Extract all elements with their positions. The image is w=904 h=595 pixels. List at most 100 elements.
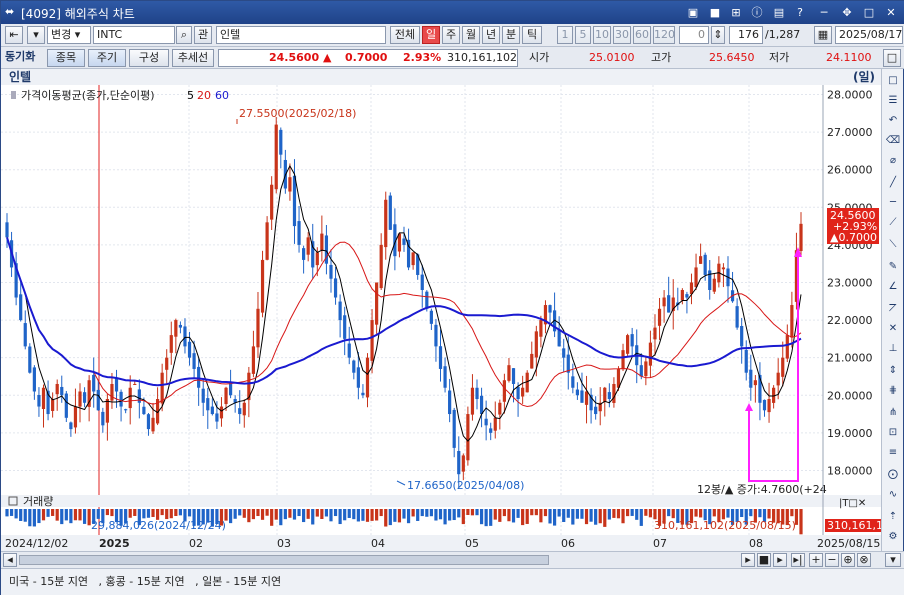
box-icon[interactable]: ⊡: [888, 427, 898, 438]
eraser-icon[interactable]: ⌀: [889, 155, 897, 166]
price-chart[interactable]: 인텔 (일) 가격이동평균(종가,단순이평) 5 20 60 28.0000 27…: [1, 69, 897, 551]
volume-pane-icons[interactable]: |T□✕: [839, 498, 866, 509]
calendar-icon[interactable]: ▦: [814, 26, 832, 44]
chart-scrollbar[interactable]: ◂ ▸ ■ ▸ ▸| + − ⊕ ⊗ ▾: [1, 551, 904, 568]
period-week-tab[interactable]: 주: [442, 26, 460, 44]
volume-bar: [333, 509, 338, 517]
title-bar: ⬌ [4092] 해외주식 차트 ▣ ■ ⊞ ⓘ ▤ ? ─ ✥ □ ✕: [1, 1, 904, 24]
x-tick-label: 2025/08/15: [817, 537, 880, 550]
all-button[interactable]: 전체: [390, 26, 420, 44]
fan-icon[interactable]: ⦢: [889, 303, 897, 314]
move-icon[interactable]: ✥: [842, 6, 852, 19]
undo-icon[interactable]: ↶: [888, 115, 898, 126]
first-icon[interactable]: ⇤: [5, 26, 23, 44]
fib-fan-icon[interactable]: ⨀: [888, 469, 898, 480]
minimize-icon[interactable]: ─: [820, 6, 828, 19]
spin-icon[interactable]: ⇕: [711, 26, 725, 44]
layout-toggle-icon[interactable]: □: [888, 75, 898, 86]
eraser-all-icon[interactable]: ⌫: [885, 135, 901, 146]
grid-icon[interactable]: ⊞: [731, 6, 741, 19]
period-month-tab[interactable]: 월: [462, 26, 480, 44]
tab-trendline[interactable]: 추세선: [172, 49, 214, 67]
candle-body: [566, 354, 570, 373]
end-icon[interactable]: ▸|: [791, 553, 805, 567]
layout-icon[interactable]: □: [883, 49, 901, 67]
trend-icon[interactable]: ⟍: [889, 239, 897, 250]
settings-icon[interactable]: ⚙: [888, 531, 898, 542]
tab-stock[interactable]: 종목: [47, 49, 85, 67]
candle-body: [265, 222, 269, 260]
symbol-input[interactable]: INTC: [93, 26, 175, 44]
search-icon[interactable]: ⌕: [176, 26, 192, 44]
doc-icon[interactable]: ▤: [773, 6, 785, 19]
period-year-tab[interactable]: 년: [482, 26, 500, 44]
x-tick-label: 2025: [99, 537, 130, 550]
period-tick-tab[interactable]: 틱: [522, 26, 542, 44]
tab-config[interactable]: 구성: [129, 49, 169, 67]
play-icon[interactable]: ▸: [773, 553, 787, 567]
candle-body: [14, 263, 18, 298]
zoom-fit-icon[interactable]: ⊕: [841, 553, 855, 567]
info-icon[interactable]: ⓘ: [751, 6, 763, 19]
chart-area[interactable]: 인텔 (일) 가격이동평균(종가,단순이평) 5 20 60 28.0000 27…: [1, 69, 897, 551]
zoom-reset-icon[interactable]: ⊗: [857, 553, 871, 567]
interval-10[interactable]: 10: [593, 26, 611, 44]
arrow-up-icon[interactable]: ⇡: [888, 511, 898, 522]
wave-icon[interactable]: ∿: [888, 489, 898, 500]
double-arrow-icon[interactable]: ⬌: [5, 5, 15, 18]
interval-1[interactable]: 1: [557, 26, 573, 44]
interval-120[interactable]: 120: [653, 26, 675, 44]
volume-bar: [589, 509, 593, 522]
restore-icon[interactable]: □: [863, 6, 875, 19]
scroll-right-icon[interactable]: ▸: [741, 553, 755, 567]
period-day-tab[interactable]: 일: [422, 26, 440, 44]
volume-bar: [721, 509, 726, 520]
help-icon[interactable]: ?: [797, 6, 803, 19]
scroll-down-icon[interactable]: ▾: [885, 553, 901, 567]
cross-icon[interactable]: ✕: [888, 323, 898, 334]
dropdown-icon[interactable]: ▾: [27, 26, 45, 44]
interval-30[interactable]: 30: [613, 26, 631, 44]
zoom-in-icon[interactable]: +: [809, 553, 823, 567]
period-minute-tab[interactable]: 분: [502, 26, 520, 44]
zoom-out-icon[interactable]: −: [825, 553, 839, 567]
count-input[interactable]: 176: [729, 26, 763, 44]
scroll-left-icon[interactable]: ◂: [3, 553, 17, 567]
ray-icon[interactable]: ⟋: [889, 217, 897, 228]
fork-icon[interactable]: ⋔: [888, 407, 898, 418]
candle-body: [251, 346, 256, 374]
angle-icon[interactable]: ∠: [888, 281, 898, 292]
window-icon[interactable]: ▣: [687, 6, 699, 19]
fib-icon[interactable]: ≡: [888, 447, 898, 458]
volume-bar: [584, 509, 589, 525]
volume-bar: [224, 509, 228, 521]
scroll-thumb[interactable]: [19, 555, 549, 565]
hline-icon[interactable]: ─: [889, 197, 897, 208]
annotation-arrow-right: [794, 247, 802, 257]
volume-bar: [676, 509, 680, 523]
pencil-icon[interactable]: ✎: [888, 261, 898, 272]
vline-icon[interactable]: ⊥: [888, 343, 898, 354]
tab-period[interactable]: 주기: [88, 49, 126, 67]
interval-60[interactable]: 60: [633, 26, 651, 44]
volume-bar: [644, 509, 648, 516]
line-icon[interactable]: ╱: [889, 177, 897, 188]
volume-bar: [438, 509, 443, 520]
close-icon[interactable]: ✕: [886, 6, 896, 19]
volume-bar: [411, 509, 415, 517]
volume-bar: [19, 509, 23, 521]
sync-label[interactable]: 동기화: [5, 50, 36, 63]
candle-body: [137, 389, 141, 403]
measure-icon[interactable]: ⇕: [888, 365, 898, 376]
gwan-button[interactable]: 관: [194, 26, 212, 44]
mode-select[interactable]: 변경 ▾: [47, 26, 91, 44]
candle-body: [302, 248, 306, 260]
pin-icon[interactable]: ■: [709, 6, 721, 19]
bottom-note: 12봉/▲ 증가:4.7600(+24: [697, 483, 827, 496]
channel-icon[interactable]: ⋕: [888, 385, 898, 396]
interval-input[interactable]: 0: [679, 26, 709, 44]
stop-icon[interactable]: ■: [757, 553, 771, 567]
list-icon[interactable]: ☰: [888, 95, 898, 106]
interval-5[interactable]: 5: [575, 26, 591, 44]
date-input[interactable]: 2025/08/17: [835, 26, 903, 44]
